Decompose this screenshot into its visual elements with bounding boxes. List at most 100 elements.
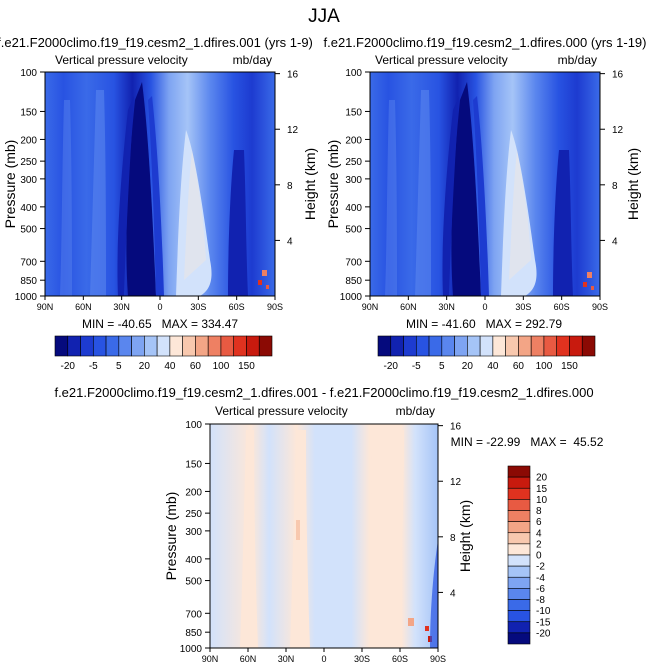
panel-3-unit-label: mb/day: [396, 404, 435, 418]
colorbar-panel-1: -20 -5 5 20 40 60 100 150: [54, 335, 273, 372]
y-right-tick-label: 4: [450, 588, 456, 599]
x-tick-label: 90S: [592, 302, 608, 312]
x-tick-label: 30S: [515, 302, 531, 312]
panel-3-y-label-right: Height (km): [457, 500, 473, 572]
x-tick-label: 0: [321, 654, 326, 664]
y-tick-label: 200: [345, 135, 362, 146]
colorbar-swatch: [67, 335, 81, 357]
colorbar-label: -20: [536, 628, 551, 639]
y-right-tick-label: 8: [287, 181, 293, 192]
y-tick-label: 700: [345, 257, 362, 268]
colorbar-label: 150: [238, 361, 255, 372]
y-right-tick-label: 16: [450, 422, 462, 433]
colorbar-swatch: [507, 599, 531, 611]
colorbar-label: 40: [487, 361, 499, 372]
panel-1-y-axis-right: 16 12 8 4: [275, 70, 299, 247]
colorbar-swatch: [80, 335, 94, 357]
colorbar-label: 100: [536, 361, 553, 372]
panel-2-plot-area: [369, 71, 601, 297]
colorbar-label: -4: [536, 573, 545, 584]
panel-3-y-axis: 100 150 200 250 300 400 500 700 850 1000: [180, 420, 210, 655]
x-tick-label: 30S: [190, 302, 206, 312]
colorbar-label: -15: [536, 617, 551, 628]
colorbar-swatch: [507, 510, 531, 522]
colorbar-label: -5: [89, 361, 98, 372]
colorbar-label: -20: [384, 361, 399, 372]
y-tick-label: 850: [185, 628, 202, 639]
colorbar-swatch: [390, 335, 404, 357]
panel-2-unit-label: mb/day: [558, 53, 597, 67]
x-tick-label: 30N: [438, 302, 455, 312]
colorbar-swatch: [441, 335, 455, 357]
colorbar-swatch: [507, 476, 531, 489]
y-tick-label: 500: [20, 225, 37, 236]
colorbar-swatch: [507, 487, 531, 500]
colorbar-label: 4: [536, 528, 542, 539]
colorbar-label: 5: [439, 361, 445, 372]
panel-2-stats: MIN = -41.60 MAX = 292.79: [406, 317, 562, 331]
y-right-tick-label: 12: [287, 125, 299, 136]
colorbar-swatch: [92, 335, 107, 357]
y-tick-label: 400: [345, 203, 362, 214]
colorbar-swatch: [507, 610, 531, 623]
colorbar-label: 2: [536, 539, 542, 550]
panel-1-left-label: Vertical pressure velocity: [55, 53, 188, 67]
y-tick-label: 700: [20, 257, 37, 268]
x-tick-label: 90N: [37, 302, 54, 312]
panel-2-y-label: Pressure (mb): [325, 140, 341, 229]
panel-1: f.e21.F2000climo.f19_f19.cesm2_1.dfires.…: [0, 35, 318, 331]
panel-1-y-label: Pressure (mb): [2, 140, 18, 229]
y-tick-label: 500: [185, 577, 202, 588]
colorbar-swatch: [118, 335, 132, 357]
y-tick-label: 500: [345, 225, 362, 236]
colorbar-label: 8: [536, 506, 542, 517]
x-tick-label: 60N: [240, 654, 257, 664]
colorbar-swatch: [169, 335, 183, 357]
colorbar-label: -5: [412, 361, 421, 372]
colorbar-label: -10: [536, 606, 551, 617]
y-tick-label: 100: [20, 68, 37, 79]
x-tick-label: 90N: [362, 302, 379, 312]
y-tick-label: 200: [185, 487, 202, 498]
colorbar-swatch: [479, 335, 494, 357]
y-tick-label: 200: [20, 135, 37, 146]
x-tick-label: 60N: [75, 302, 92, 312]
panel-1-y-label-right: Height (km): [302, 148, 318, 220]
y-tick-label: 250: [345, 157, 362, 168]
y-right-tick-label: 8: [612, 181, 618, 192]
colorbar-swatch: [105, 335, 120, 357]
y-right-tick-label: 16: [287, 70, 299, 81]
panel-3-plot-area: [209, 423, 439, 649]
panel-2: f.e21.F2000climo.f19_f19.cesm2_1.dfires.…: [323, 35, 646, 331]
colorbar-swatch: [233, 335, 247, 357]
panel-2-x-axis: 90N 60N 30N 0 30S 60S 90S: [362, 296, 608, 312]
colorbar-swatch: [258, 335, 273, 357]
x-tick-label: 60N: [400, 302, 417, 312]
x-tick-label: 60S: [554, 302, 570, 312]
colorbar-label: -6: [536, 584, 545, 595]
colorbar-label: 5: [116, 361, 122, 372]
colorbar-swatch: [507, 565, 531, 578]
x-tick-label: 60S: [229, 302, 245, 312]
y-right-tick-label: 8: [450, 533, 456, 544]
panel-1-x-axis: 90N 60N 30N 0 30S 60S 90S: [37, 296, 283, 312]
colorbar-swatch: [530, 335, 545, 357]
panel-1-stats: MIN = -40.65 MAX = 334.47: [82, 317, 238, 331]
colorbar-label: 20: [462, 361, 474, 372]
colorbar-swatch: [182, 335, 196, 357]
y-tick-label: 300: [345, 175, 362, 186]
y-tick-label: 300: [20, 175, 37, 186]
panel-3-stats: MIN = -22.99 MAX = 45.52: [451, 435, 604, 449]
x-tick-label: 90N: [202, 654, 219, 664]
x-tick-label: 0: [157, 302, 162, 312]
colorbar-swatch: [518, 335, 532, 357]
colorbar-label: 100: [213, 361, 230, 372]
colorbar-swatch: [507, 554, 531, 567]
colorbar-label: -20: [61, 361, 76, 372]
panel-3: f.e21.F2000climo.f19_f19.cesm2_1.dfires.…: [54, 385, 603, 664]
panel-2-y-label-right: Height (km): [625, 148, 641, 220]
y-tick-label: 250: [185, 509, 202, 520]
colorbar-swatch: [403, 335, 417, 357]
